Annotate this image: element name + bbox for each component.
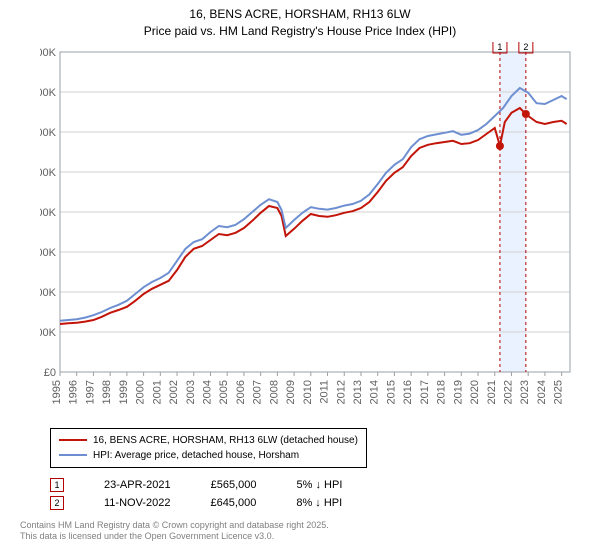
legend-item: 16, BENS ACRE, HORSHAM, RH13 6LW (detach… [59,433,358,448]
sales-table: 1 23-APR-2021 £565,000 5% ↓ HPI 2 11-NOV… [0,478,600,510]
svg-text:2009: 2009 [285,380,297,404]
price-chart: £0 £100K £200K £300K £400K £500K £600K £700K £80… [40,42,580,432]
svg-text:2: 2 [523,42,528,52]
chart-container: £0 £100K £200K £300K £400K £500K £600K £700K £80… [40,42,600,422]
sale-price: £645,000 [210,497,256,509]
svg-text:2004: 2004 [201,380,213,404]
svg-text:2003: 2003 [185,380,197,404]
sale-date: 11-NOV-2022 [104,497,170,509]
svg-text:2014: 2014 [369,380,381,404]
svg-text:1: 1 [497,42,502,52]
sale-row: 1 23-APR-2021 £565,000 5% ↓ HPI [50,478,600,492]
svg-text:£700K: £700K [40,87,57,99]
chart-title: 16, BENS ACRE, HORSHAM, RH13 6LW Price p… [0,0,600,42]
svg-text:2016: 2016 [402,380,414,404]
svg-text:2013: 2013 [352,380,364,404]
svg-text:£0: £0 [44,367,56,379]
svg-text:2001: 2001 [151,380,163,404]
svg-text:2021: 2021 [486,380,498,404]
svg-text:2025: 2025 [553,380,565,404]
svg-text:1999: 1999 [118,380,130,404]
svg-text:2023: 2023 [519,380,531,404]
footnote-line1: Contains HM Land Registry data © Crown c… [20,520,600,532]
svg-text:2018: 2018 [436,380,448,404]
sale-delta: 8% ↓ HPI [296,497,342,509]
svg-text:2005: 2005 [218,380,230,404]
title-line2: Price paid vs. HM Land Registry's House … [0,23,600,40]
svg-text:£300K: £300K [40,247,57,259]
svg-text:2007: 2007 [252,380,264,404]
sale-marker: 2 [50,496,64,510]
svg-text:2010: 2010 [302,380,314,404]
sale-delta: 5% ↓ HPI [297,479,343,491]
svg-text:2000: 2000 [135,380,147,404]
svg-text:£600K: £600K [40,127,57,139]
legend: 16, BENS ACRE, HORSHAM, RH13 6LW (detach… [50,428,367,468]
sale-date: 23-APR-2021 [104,479,171,491]
legend-label: HPI: Average price, detached house, Hors… [93,448,299,463]
sale-marker: 1 [50,478,64,492]
svg-text:2020: 2020 [469,380,481,404]
svg-text:2024: 2024 [536,380,548,404]
svg-text:1997: 1997 [84,380,96,404]
svg-text:£400K: £400K [40,207,57,219]
svg-text:2012: 2012 [335,380,347,404]
svg-text:2008: 2008 [268,380,280,404]
legend-item: HPI: Average price, detached house, Hors… [59,448,358,463]
svg-text:1998: 1998 [101,380,113,404]
svg-text:2017: 2017 [419,380,431,404]
svg-text:£200K: £200K [40,287,57,299]
svg-text:2022: 2022 [502,380,514,404]
title-line1: 16, BENS ACRE, HORSHAM, RH13 6LW [0,6,600,23]
legend-label: 16, BENS ACRE, HORSHAM, RH13 6LW (detach… [93,433,358,448]
footnote-line2: This data is licensed under the Open Gov… [20,531,600,543]
svg-text:2015: 2015 [385,380,397,404]
sale-price: £565,000 [211,479,257,491]
svg-text:£500K: £500K [40,167,57,179]
svg-text:2006: 2006 [235,380,247,404]
svg-text:2019: 2019 [452,380,464,404]
svg-text:2011: 2011 [319,380,331,404]
svg-text:£100K: £100K [40,327,57,339]
svg-text:1995: 1995 [51,380,63,404]
svg-text:2002: 2002 [168,380,180,404]
svg-text:1996: 1996 [68,380,80,404]
footnote: Contains HM Land Registry data © Crown c… [20,520,600,543]
svg-text:£800K: £800K [40,47,57,59]
sale-row: 2 11-NOV-2022 £645,000 8% ↓ HPI [50,496,600,510]
